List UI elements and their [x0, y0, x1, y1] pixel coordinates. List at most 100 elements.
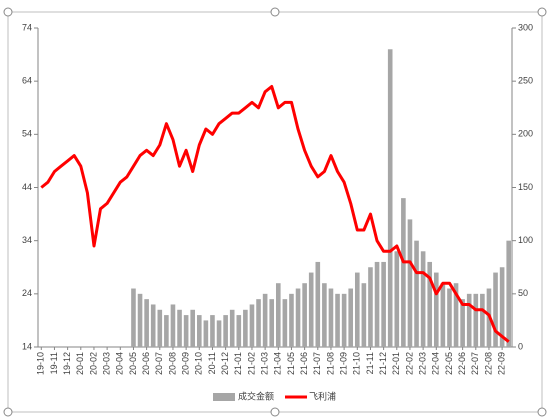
bar [480, 293, 485, 347]
x-tick-label: 21-04 [273, 352, 283, 375]
legend-label: 飞利浦 [309, 390, 336, 401]
bar [361, 283, 367, 347]
x-tick-label: 22-09 [497, 352, 507, 375]
x-tick-label: 19-11 [49, 352, 59, 374]
x-tick-label: 21-08 [325, 352, 335, 375]
bar [420, 251, 426, 347]
x-tick-label: 20-03 [102, 352, 112, 375]
bar [229, 309, 235, 347]
x-tick-label: 19-10 [36, 352, 46, 375]
x-tick-label: 20-06 [141, 352, 151, 375]
x-tick-label: 22-06 [457, 352, 467, 375]
bar [354, 272, 360, 347]
bar [368, 267, 373, 347]
bar [407, 219, 413, 347]
y2-tick-label: 300 [518, 22, 533, 32]
x-tick-label: 21-07 [312, 352, 322, 375]
x-tick-label: 21-11 [365, 352, 375, 374]
bar [144, 299, 149, 347]
bar [460, 299, 465, 347]
bar [473, 293, 479, 347]
bar [275, 283, 281, 347]
x-tick-label: 22-01 [391, 352, 401, 375]
bar [157, 309, 163, 347]
bar [328, 288, 334, 347]
x-tick-label: 21-06 [299, 352, 309, 375]
bar [131, 288, 136, 347]
bar [203, 320, 209, 347]
bar [269, 299, 275, 347]
y-tick-label: 34 [22, 235, 32, 245]
x-tick-label: 21-12 [378, 352, 388, 375]
x-tick-label: 22-04 [431, 352, 441, 375]
bar [282, 299, 288, 347]
x-tick-label: 21-09 [339, 352, 349, 375]
y2-tick-label: 200 [518, 129, 533, 139]
bar [499, 267, 505, 347]
handle[interactable] [3, 7, 13, 17]
y-tick-label: 44 [22, 182, 32, 192]
x-tick-label: 20-11 [207, 352, 217, 374]
bar [249, 304, 255, 347]
bar [322, 283, 327, 347]
y2-tick-label: 0 [518, 341, 523, 351]
bar [440, 283, 446, 347]
bar [164, 315, 169, 347]
handle[interactable] [537, 7, 547, 17]
bar [196, 315, 202, 347]
bar [289, 293, 294, 347]
bar [243, 309, 248, 347]
handle[interactable] [3, 407, 13, 417]
y-tick-label: 24 [22, 288, 32, 298]
legend-label: 成交金额 [238, 390, 274, 401]
x-tick-label: 20-02 [88, 352, 98, 375]
y-tick-label: 14 [22, 341, 32, 351]
x-tick-label: 20-09 [181, 352, 191, 375]
handle[interactable] [270, 7, 280, 17]
bar [137, 293, 143, 347]
y2-tick-label: 100 [518, 235, 533, 245]
x-tick-label: 20-05 [128, 352, 138, 375]
x-tick-label: 21-01 [233, 352, 243, 375]
line [40, 85, 510, 343]
x-tick-label: 20-12 [220, 352, 230, 375]
y2-tick-label: 150 [518, 182, 533, 192]
x-tick-label: 20-01 [75, 352, 85, 375]
x-tick-label: 22-08 [483, 352, 493, 375]
bar [381, 261, 386, 347]
bar [414, 240, 419, 347]
bar [387, 49, 393, 348]
x-tick-label: 20-08 [167, 352, 177, 375]
bar [401, 198, 406, 347]
bar [374, 261, 380, 347]
bar [341, 293, 347, 347]
x-tick-label: 20-10 [194, 352, 204, 375]
bar [295, 288, 301, 347]
bar [394, 251, 400, 347]
x-tick-label: 21-10 [352, 352, 362, 375]
bar [348, 288, 354, 347]
y2-tick-label: 250 [518, 76, 533, 86]
bar [262, 293, 268, 347]
bar [183, 315, 189, 347]
bar [256, 299, 261, 347]
bar [427, 261, 433, 347]
bar [506, 240, 512, 347]
bar [210, 315, 215, 347]
bar [466, 293, 472, 347]
bar [170, 304, 176, 347]
bar [315, 261, 321, 347]
y-tick-label: 74 [22, 22, 32, 32]
x-tick-label: 22-02 [404, 352, 414, 375]
x-tick-label: 20-07 [154, 352, 164, 375]
bar [302, 283, 307, 347]
bar [216, 320, 222, 347]
handle[interactable] [270, 407, 280, 417]
chart-frame [7, 11, 543, 413]
y2-tick-label: 50 [518, 288, 528, 298]
handle[interactable] [537, 407, 547, 417]
bar [433, 272, 439, 347]
x-tick-label: 21-02 [246, 352, 256, 375]
y-tick-label: 54 [22, 129, 32, 139]
